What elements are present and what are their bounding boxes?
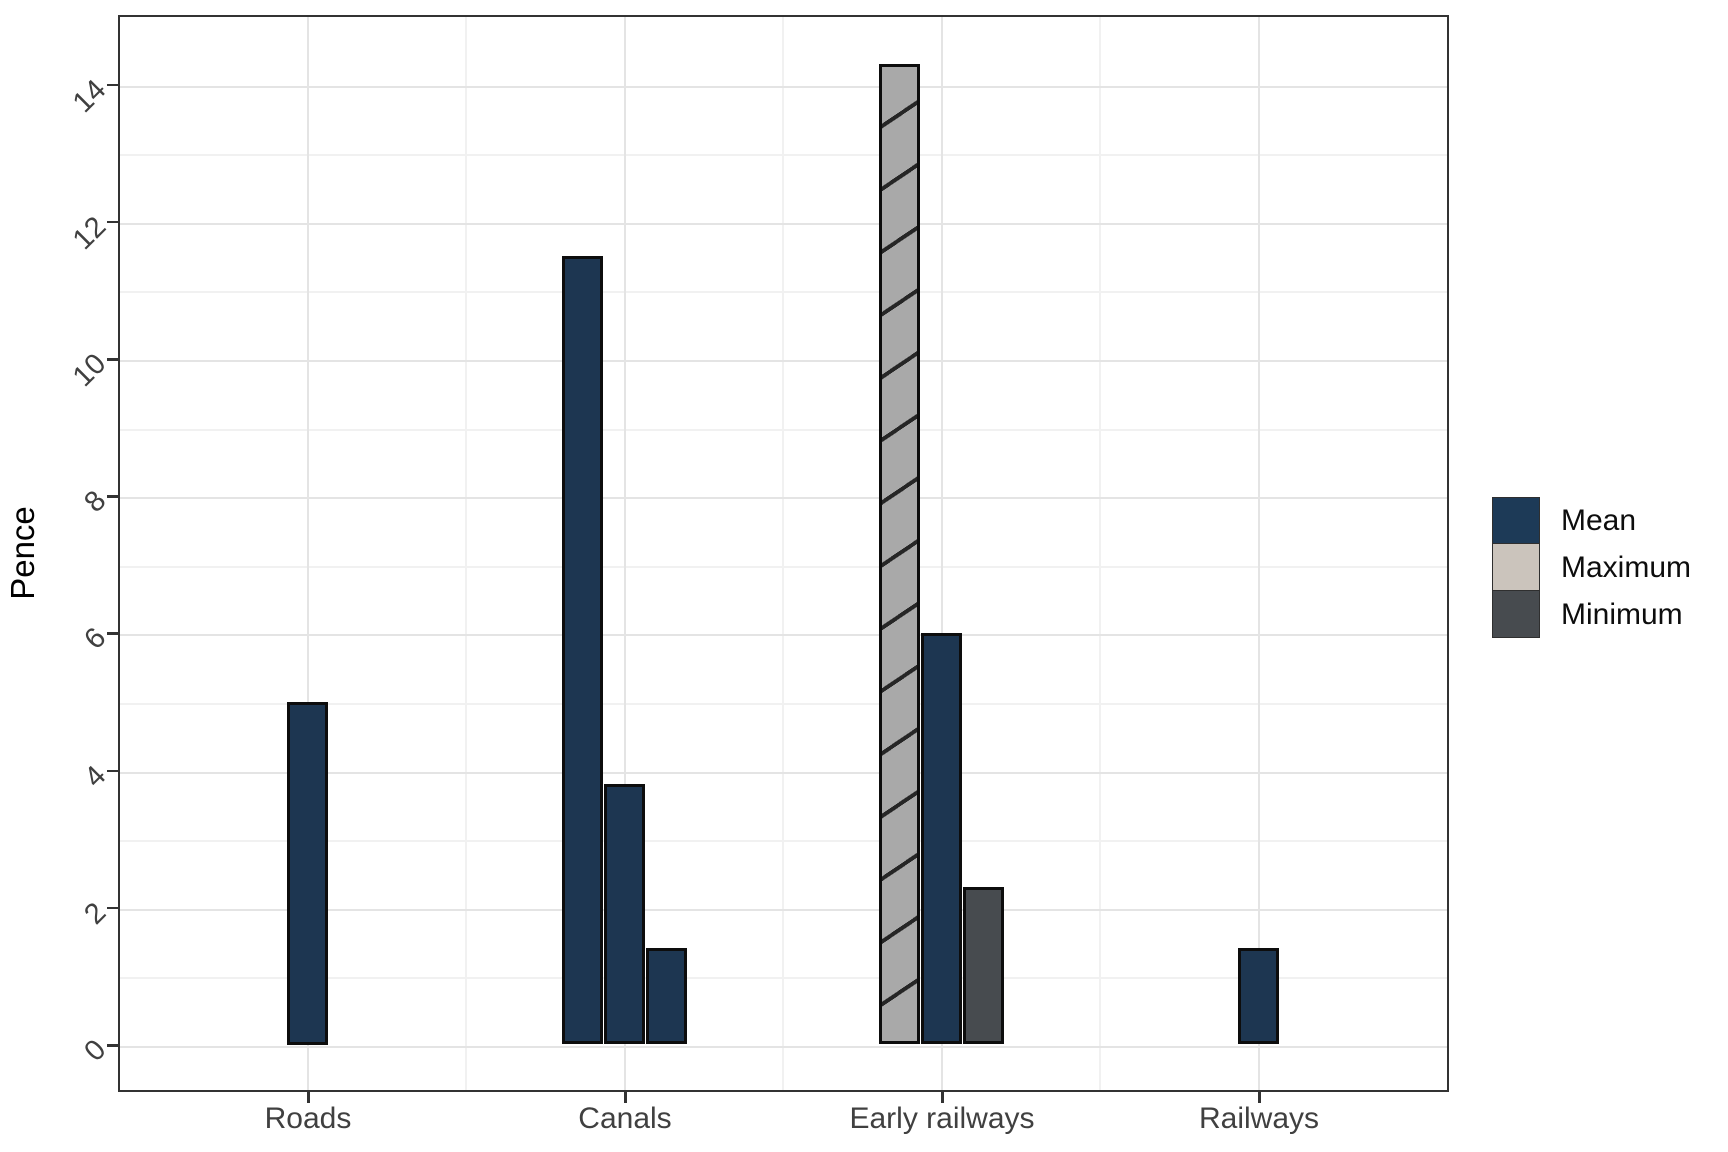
bar-mean xyxy=(604,783,645,1045)
x-category-label: Railways xyxy=(1198,1102,1320,1135)
legend-item-minimum: Minimum xyxy=(1492,589,1691,638)
gridline-major-y xyxy=(120,634,1447,637)
x-category-label: Early railways xyxy=(849,1102,1035,1135)
gridline-major-y xyxy=(120,771,1447,774)
bar-mean xyxy=(921,632,962,1045)
x-category-label: Canals xyxy=(578,1102,672,1135)
gridline-minor-x xyxy=(782,17,784,1090)
gridline-major-y xyxy=(120,360,1447,362)
gridline-major-y xyxy=(120,222,1447,225)
y-tick-label: 14 xyxy=(66,73,113,119)
bar-mean xyxy=(287,701,328,1045)
gridline-major-y xyxy=(120,908,1447,911)
y-tick-label: 0 xyxy=(78,1033,113,1068)
bar-mean xyxy=(646,948,687,1045)
legend-label-mean: Mean xyxy=(1561,503,1637,537)
legend-item-mean: Mean xyxy=(1492,497,1691,544)
legend-key-minimum xyxy=(1492,589,1540,638)
y-tick-label: 10 xyxy=(66,347,113,394)
y-tick-label: 6 xyxy=(78,622,113,657)
gridline-major-y xyxy=(120,497,1447,500)
x-axis-tick xyxy=(624,1092,627,1103)
y-tick-label: 8 xyxy=(78,484,113,519)
x-axis-tick xyxy=(941,1092,944,1103)
y-axis-tick xyxy=(107,358,118,361)
y-axis-tick xyxy=(107,220,118,224)
y-axis-tick xyxy=(107,632,118,635)
legend-key-maximum xyxy=(1492,542,1540,591)
legend-item-maximum: Maximum xyxy=(1492,542,1692,591)
x-axis-tick xyxy=(307,1092,310,1103)
y-tick-label: 2 xyxy=(78,896,113,931)
gridline-minor-x xyxy=(1099,17,1101,1090)
y-axis-tick xyxy=(107,1044,118,1047)
y-tick-label: 12 xyxy=(66,210,113,256)
y-axis-title: Pence xyxy=(4,506,41,600)
x-axis-tick xyxy=(1258,1092,1261,1103)
gridline-major-y xyxy=(120,1046,1447,1048)
bar-mean xyxy=(1238,948,1279,1045)
legend-label-minimum: Minimum xyxy=(1561,597,1683,631)
gridline-major-x xyxy=(1257,17,1260,1090)
bar-maximum xyxy=(879,63,920,1045)
gridline-major-x xyxy=(940,17,943,1090)
x-category-label: Roads xyxy=(264,1102,352,1135)
gridline-major-y xyxy=(120,85,1447,88)
y-tick-label: 4 xyxy=(78,759,113,794)
legend-key-mean xyxy=(1492,497,1540,544)
bar-minimum xyxy=(963,886,1004,1045)
bar-mean xyxy=(562,255,603,1045)
gridline-minor-x xyxy=(465,17,467,1090)
y-axis-tick xyxy=(107,495,118,498)
y-axis-tick xyxy=(107,906,118,910)
y-axis-tick xyxy=(107,769,118,773)
gridline-major-x xyxy=(623,17,626,1090)
plot-panel xyxy=(118,15,1449,1092)
y-axis-tick xyxy=(107,83,118,87)
legend-label-maximum: Maximum xyxy=(1561,550,1692,584)
gridline-major-x xyxy=(306,17,309,1090)
legend: Mean Maximum Minimum xyxy=(1492,497,1691,638)
